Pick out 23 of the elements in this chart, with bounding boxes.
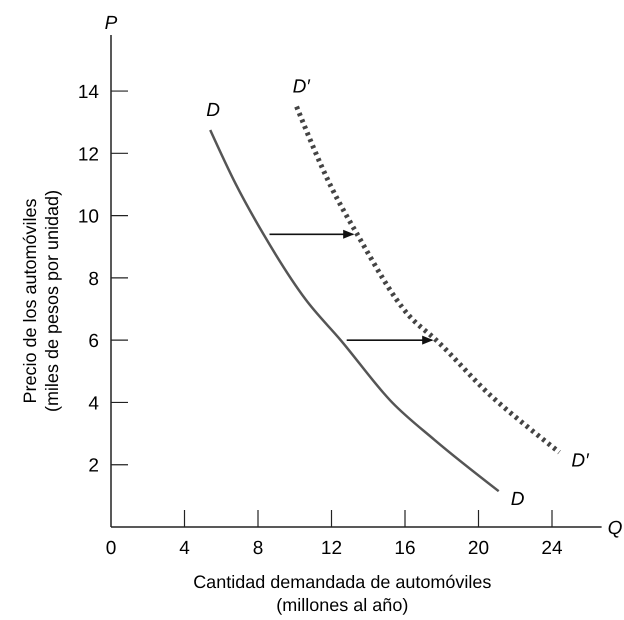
y-axis-title: Precio de los automóviles (miles de pesos por unidad) xyxy=(20,190,62,412)
y-tick-label: 12 xyxy=(78,144,99,166)
x-tick-label: 8 xyxy=(252,538,264,559)
x-tick-label: 24 xyxy=(541,538,563,559)
text: D′ xyxy=(571,450,589,472)
x-tick-label: 12 xyxy=(320,538,342,559)
line-series xyxy=(208,128,500,492)
series-label: D′ xyxy=(292,76,312,98)
y-tick-label: 10 xyxy=(78,206,99,228)
y-tick-label: 6 xyxy=(88,331,99,352)
x-tick-label: 0 xyxy=(106,538,116,559)
y-tick-label: 4 xyxy=(88,393,100,414)
x-tick-label: 20 xyxy=(468,538,490,559)
y-tick-label: 2 xyxy=(88,456,99,477)
x-tick-label: 4 xyxy=(179,538,190,559)
text: Q xyxy=(608,518,623,539)
series-label: D xyxy=(206,100,220,121)
y-tick-label: 8 xyxy=(88,268,99,290)
text: D xyxy=(510,489,524,510)
x-tick-label: 16 xyxy=(394,538,416,559)
y-tick-label: 14 xyxy=(78,82,100,104)
x-axis-title: Cantidad demandada de automóviles (millones al año) xyxy=(193,572,492,615)
text: P xyxy=(104,12,118,34)
